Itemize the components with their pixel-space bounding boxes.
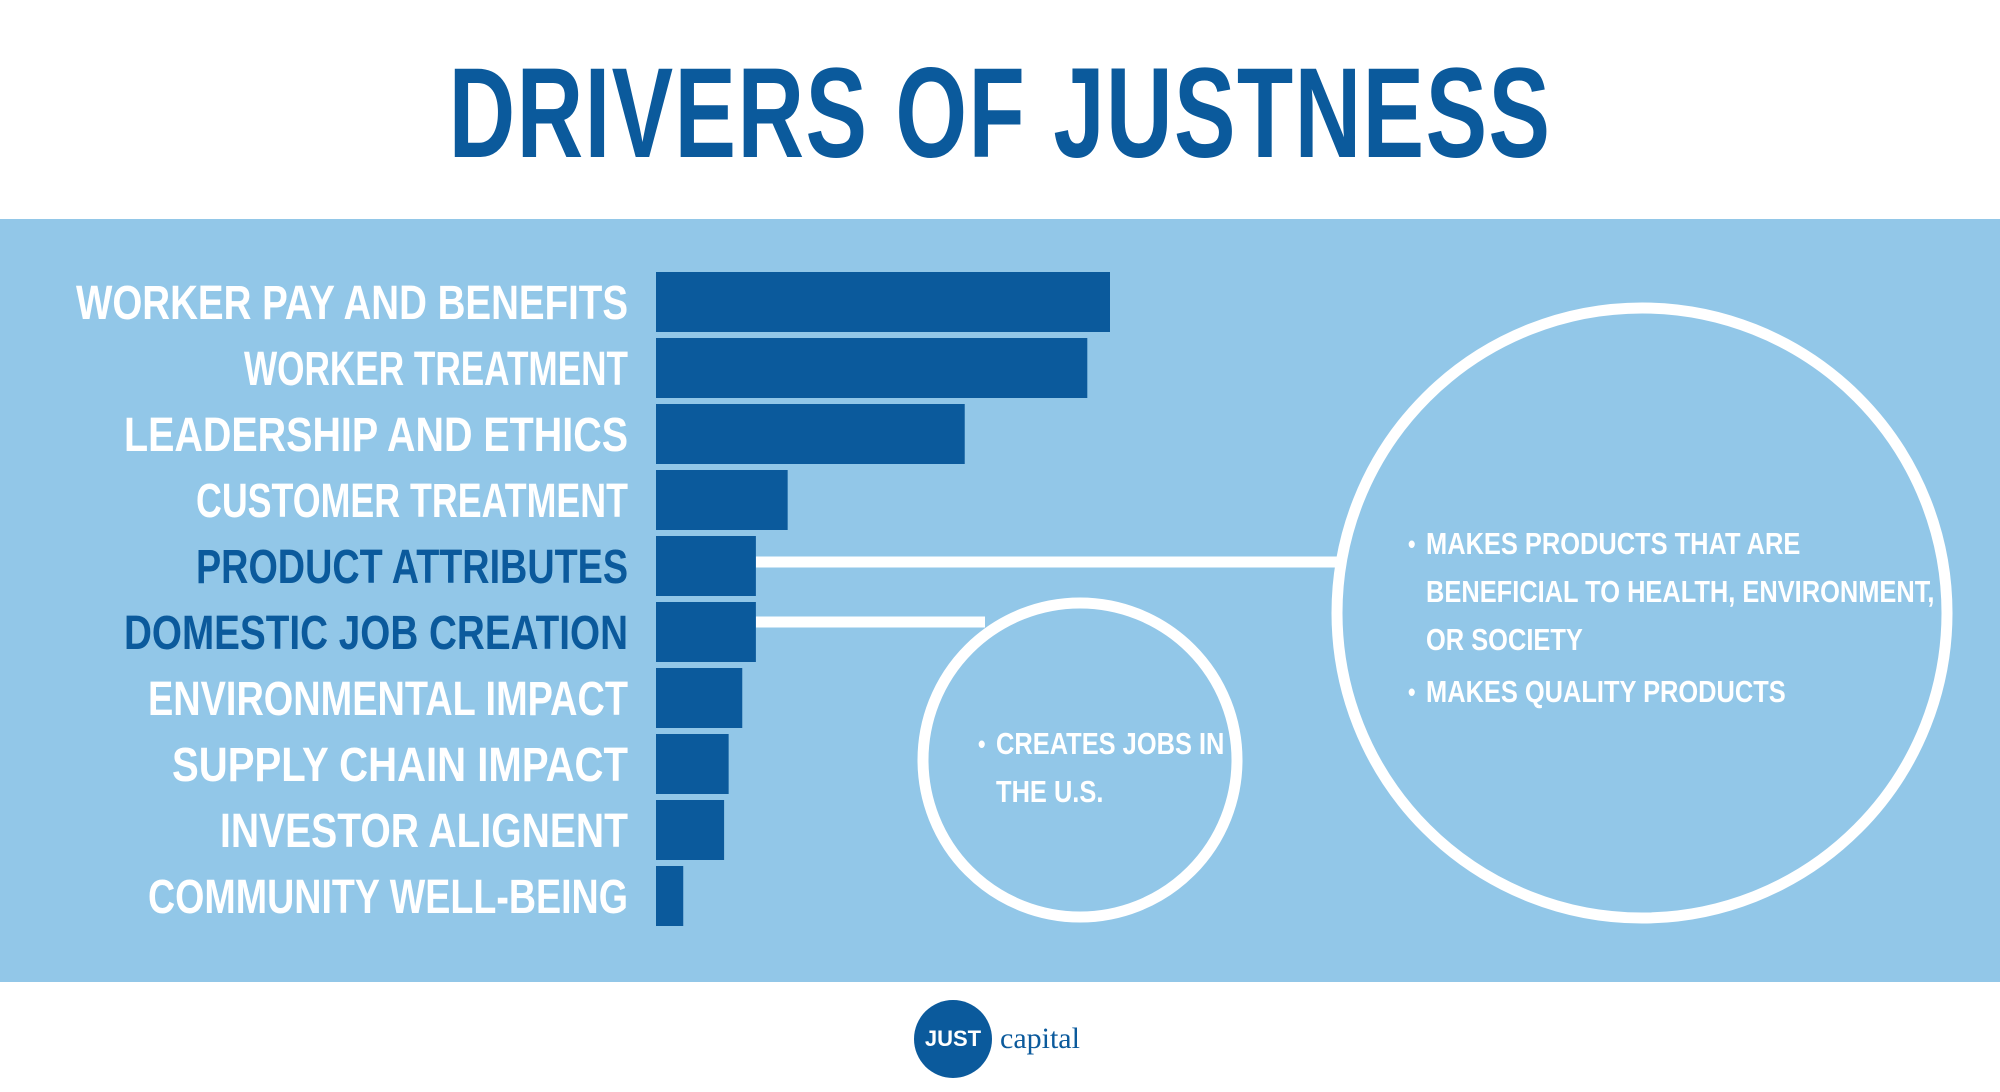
category-label: WORKER PAY AND BENEFITS [76,277,628,330]
bar-domestic-job-creation [656,602,756,662]
logo-wordmark: capital [1000,1022,1080,1055]
category-label: ENVIRONMENTAL IMPACT [148,673,628,726]
bar-series [656,272,1110,926]
bar-leadership-and-ethics [656,404,965,464]
just-capital-logo: JUST capital [914,1000,1114,1080]
category-label: COMMUNITY WELL-BEING [148,871,628,924]
page-title: DRIVERS OF JUSTNESS [448,42,1552,185]
category-label: SUPPLY CHAIN IMPACT [172,739,628,792]
category-label: WORKER TREATMENT [244,343,628,396]
bar-supply-chain-impact [656,734,729,794]
callout-line: THE U.S. [996,774,1104,809]
bar-product-attributes [656,536,756,596]
bar-worker-treatment [656,338,1088,398]
callout-circle-small [917,597,1243,923]
callout-line: MAKES QUALITY PRODUCTS [1426,674,1786,709]
category-label: INVESTOR ALIGNENT [220,805,628,858]
bar-worker-pay-and-benefits [656,272,1110,332]
category-label: PRODUCT ATTRIBUTES [196,541,628,594]
bar-customer-treatment [656,470,788,530]
callout-text-job-creation: CREATES JOBS IN THE U.S. [978,720,1224,816]
logo-badge: JUST [914,1000,992,1078]
bar-community-well-being [656,866,684,926]
callout-bullet: MAKES PRODUCTS THAT ARE [1408,520,1934,568]
callout-text-product-attributes: MAKES PRODUCTS THAT ARE BENEFICIAL TO HE… [1408,520,1934,716]
category-labels: WORKER PAY AND BENEFITS WORKER TREATMENT L… [76,277,628,924]
callout-bullet: MAKES QUALITY PRODUCTS [1408,668,1934,716]
callout-bullet-continuation: THE U.S. [978,768,1224,816]
callout-line: OR SOCIETY [1426,622,1583,657]
callout-line: CREATES JOBS IN [996,726,1225,761]
callout-bullet: CREATES JOBS IN [978,720,1224,768]
callout-bullet-continuation: OR SOCIETY [1408,616,1934,664]
category-label: DOMESTIC JOB CREATION [124,607,628,660]
bar-environmental-impact [656,668,743,728]
callout-line: BENEFICIAL TO HEALTH, ENVIRONMENT, [1426,574,1935,609]
callout-connectors [755,556,1340,628]
bar-investor-alignent [656,800,725,860]
category-label: CUSTOMER TREATMENT [196,475,628,528]
callout-bullet-continuation: BENEFICIAL TO HEALTH, ENVIRONMENT, [1408,568,1934,616]
callout-circle-large [1331,302,1953,924]
category-label: LEADERSHIP AND ETHICS [124,409,628,462]
callout-line: MAKES PRODUCTS THAT ARE [1426,526,1801,561]
